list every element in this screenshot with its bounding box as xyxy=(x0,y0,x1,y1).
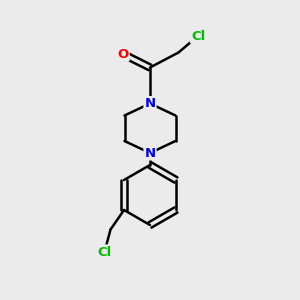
Text: Cl: Cl xyxy=(98,245,112,259)
Text: N: N xyxy=(144,97,156,110)
Text: O: O xyxy=(117,47,129,61)
Text: N: N xyxy=(144,146,156,160)
Text: Cl: Cl xyxy=(191,29,205,43)
